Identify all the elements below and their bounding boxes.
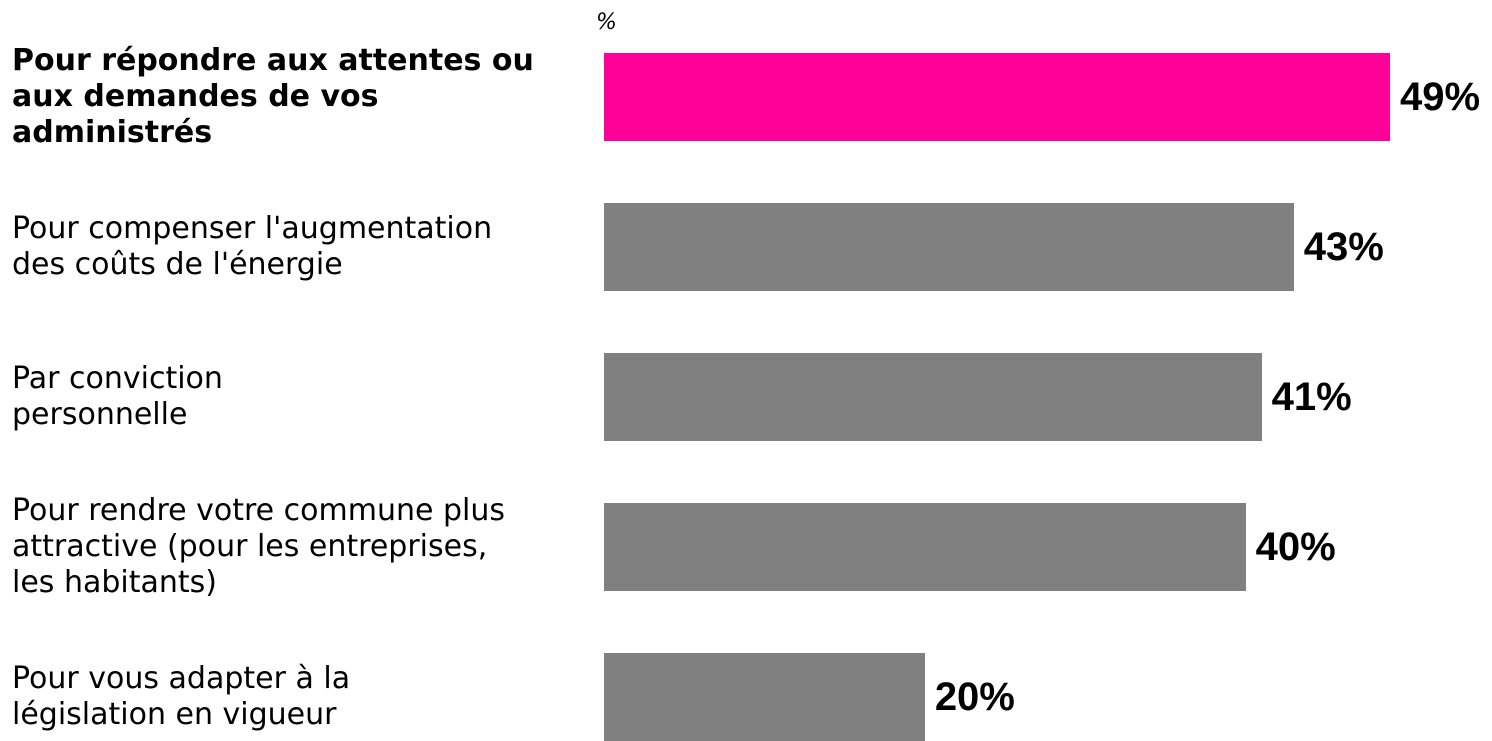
data-label: 49%	[1400, 75, 1481, 119]
data-label: 41%	[1271, 375, 1352, 419]
bar	[604, 353, 1262, 441]
bar	[604, 503, 1246, 591]
category-label-line: Pour compenser l'augmentation	[12, 211, 493, 246]
category-label-line: personnelle	[12, 397, 188, 432]
bar	[604, 53, 1390, 141]
category-label-line: Par conviction	[12, 361, 223, 396]
category-label-line: Pour vous adapter à la	[12, 661, 351, 696]
category-label-line: administrés	[12, 115, 213, 150]
bar	[604, 203, 1294, 291]
category-label: Pour compenser l'augmentation des coûts d…	[12, 211, 592, 283]
data-label: 40%	[1255, 525, 1336, 569]
unit-label: %	[596, 10, 617, 35]
category-label: Pour rendre votre commune plus attractive…	[12, 493, 592, 601]
category-label: Par conviction personnelle	[12, 361, 592, 433]
category-label-line: Pour rendre votre commune plus	[12, 493, 505, 528]
category-label-line: législation en vigueur	[12, 697, 337, 732]
category-label: Pour vous adapter à la législation en vig…	[12, 661, 592, 733]
category-label-line: Pour répondre aux attentes ou	[12, 43, 534, 78]
data-label: 20%	[934, 675, 1015, 719]
data-label: 43%	[1303, 225, 1384, 269]
category-label-line: les habitants)	[12, 565, 217, 600]
category-label-line: des coûts de l'énergie	[12, 247, 343, 282]
category-label: Pour répondre aux attentes ou aux demande…	[12, 43, 592, 151]
bar	[604, 653, 925, 741]
category-label-line: attractive (pour les entreprises,	[12, 529, 488, 564]
category-label-line: aux demandes de vos	[12, 79, 379, 114]
